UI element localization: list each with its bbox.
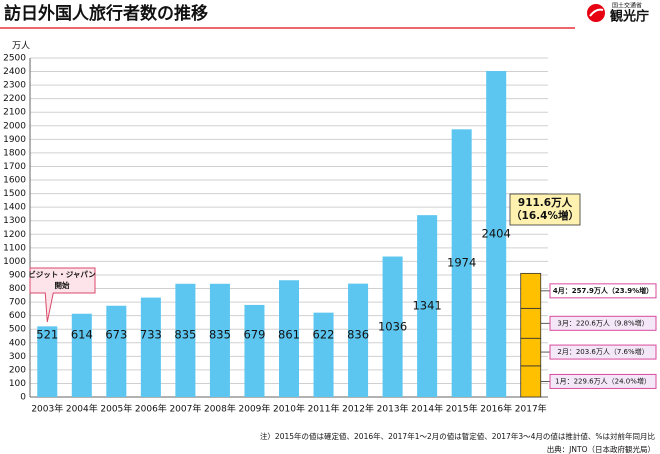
y-tick-label: 1600 <box>3 176 26 186</box>
callout-box <box>29 267 96 323</box>
x-tick-label: 2010年 <box>273 403 305 415</box>
note: 注）2015年の値は確定値、2016年、2017年1～2月の値は暫定値、2017… <box>260 431 656 441</box>
y-tick-label: 1500 <box>3 189 26 199</box>
y-tick-label: 2400 <box>3 67 26 77</box>
bar <box>140 297 161 397</box>
y-tick-label: 600 <box>9 311 26 321</box>
y-tick-label: 2100 <box>3 108 26 118</box>
logo-agency: 観光庁 <box>609 9 649 25</box>
bar <box>451 129 472 397</box>
segment-label: 1月：229.6万人（24.0%増） <box>555 376 651 385</box>
x-tick-label: 2014年 <box>411 403 443 415</box>
y-tick-label: 2200 <box>3 94 26 104</box>
segment-label-box <box>549 283 657 299</box>
value-label: 835 <box>209 328 231 342</box>
segment-label: 4月：257.9万人（23.9%増） <box>553 286 653 295</box>
x-tick-label: 2009年 <box>239 403 271 415</box>
stack-segment <box>520 337 542 367</box>
bar <box>175 283 196 397</box>
bar <box>106 305 127 397</box>
value-label: 836 <box>347 328 369 342</box>
stack-segment <box>520 307 542 339</box>
y-tick-label: 200 <box>9 365 26 375</box>
y-tick-label: 2300 <box>3 81 26 91</box>
bar <box>313 312 334 397</box>
bar <box>71 313 92 397</box>
bar <box>348 283 369 397</box>
stack-segment <box>520 365 542 398</box>
y-tick-label: 1400 <box>3 203 26 213</box>
y-tick-label: 2500 <box>3 54 26 64</box>
value-label: 614 <box>71 328 93 342</box>
x-tick-label: 2007年 <box>169 403 201 415</box>
y-tick-label: 300 <box>9 352 26 362</box>
value-label: 2404 <box>482 227 511 241</box>
bar <box>417 215 438 397</box>
y-tick-label: 100 <box>9 379 26 389</box>
x-tick-label: 2003年 <box>31 403 63 415</box>
logo-arc <box>589 8 604 17</box>
y-tick-label: 700 <box>9 298 26 308</box>
segment-label: 2月：203.6万人（7.6%増） <box>557 347 648 356</box>
bar <box>209 283 230 397</box>
y-tick-label: 1200 <box>3 230 26 240</box>
segment-label-box <box>549 373 657 389</box>
value-label: 835 <box>174 328 196 342</box>
stack-segment <box>520 272 542 309</box>
y-tick-label: 2000 <box>3 121 26 131</box>
bar <box>37 326 58 397</box>
bar <box>244 304 265 397</box>
x-tick-label: 2004年 <box>66 403 98 415</box>
callout: ビジット・ジャパン <box>28 269 96 279</box>
bar <box>278 280 300 397</box>
y-tick-label: 500 <box>9 325 26 335</box>
source: 出典：JNTO（日本政府観光局） <box>547 444 655 454</box>
value-label: 679 <box>243 328 265 342</box>
y-tick-label: 1300 <box>3 216 26 226</box>
x-tick-label: 2005年 <box>100 403 132 415</box>
x-tick-label: 2015年 <box>446 403 478 415</box>
segment-label-box <box>549 344 657 360</box>
value-label: 521 <box>36 328 58 342</box>
logo-mark <box>587 4 605 22</box>
total-annotation: 911.6万人 <box>518 196 573 209</box>
y-tick-label: 800 <box>9 284 26 294</box>
y-unit: 万人 <box>12 41 30 52</box>
chart-title: 訪日外国人旅行者数の推移 <box>4 3 208 24</box>
value-label: 1036 <box>378 319 407 333</box>
segment-label: 3月：220.6万人（9.8%増） <box>557 318 648 327</box>
value-label: 673 <box>105 328 127 342</box>
callout: 開始 <box>55 280 70 290</box>
value-label: 622 <box>313 328 335 342</box>
y-tick-label: 0 <box>20 393 26 403</box>
x-tick-label: 2016年 <box>480 403 512 415</box>
value-label: 1341 <box>412 299 441 313</box>
y-tick-label: 1000 <box>3 257 26 267</box>
bar <box>486 71 507 397</box>
y-tick-label: 1800 <box>3 148 26 158</box>
total-box <box>509 193 581 226</box>
total-annotation: （16.4%増） <box>511 209 579 222</box>
x-tick-label: 2017年 <box>515 403 547 415</box>
y-tick-label: 1900 <box>3 135 26 145</box>
bar <box>382 256 403 397</box>
x-tick-label: 2006年 <box>135 403 167 415</box>
segment-label-box <box>549 315 657 331</box>
value-label: 733 <box>140 328 162 342</box>
y-tick-label: 1100 <box>3 243 26 253</box>
value-label: 861 <box>278 328 300 342</box>
logo-org: 国土交通省 <box>612 2 642 10</box>
x-tick-label: 2013年 <box>377 403 409 415</box>
x-tick-label: 2011年 <box>308 403 340 415</box>
y-tick-label: 900 <box>9 270 26 280</box>
y-tick-label: 400 <box>9 338 26 348</box>
y-tick-label: 1700 <box>3 162 26 172</box>
x-tick-label: 2012年 <box>342 403 374 415</box>
value-label: 1974 <box>447 256 476 270</box>
x-tick-label: 2008年 <box>204 403 236 415</box>
